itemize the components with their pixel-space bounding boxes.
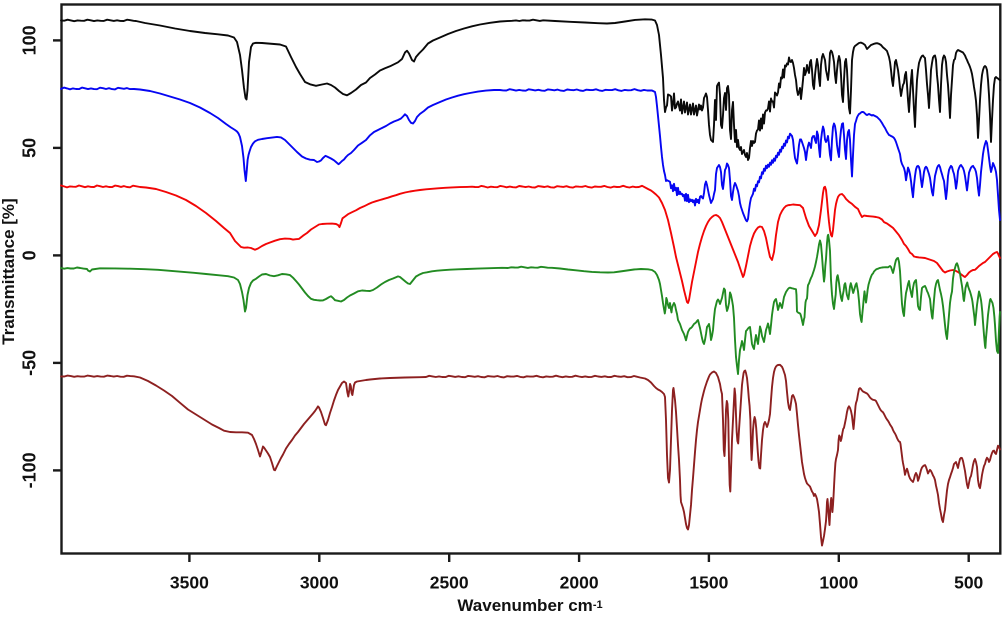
svg-text:2500: 2500 bbox=[430, 573, 469, 593]
svg-text:100: 100 bbox=[20, 25, 40, 55]
svg-text:500: 500 bbox=[954, 573, 983, 593]
svg-text:Wavenumber cm-1: Wavenumber cm-1 bbox=[457, 596, 602, 615]
svg-text:-100: -100 bbox=[20, 452, 40, 488]
svg-text:0: 0 bbox=[20, 250, 40, 260]
svg-text:1500: 1500 bbox=[689, 573, 728, 593]
svg-text:3000: 3000 bbox=[300, 573, 339, 593]
svg-text:Transmittance [%]: Transmittance [%] bbox=[0, 198, 18, 344]
svg-text:50: 50 bbox=[20, 138, 40, 158]
svg-text:-50: -50 bbox=[20, 350, 40, 376]
svg-text:3500: 3500 bbox=[170, 573, 209, 593]
svg-text:1000: 1000 bbox=[819, 573, 858, 593]
svg-text:2000: 2000 bbox=[560, 573, 599, 593]
